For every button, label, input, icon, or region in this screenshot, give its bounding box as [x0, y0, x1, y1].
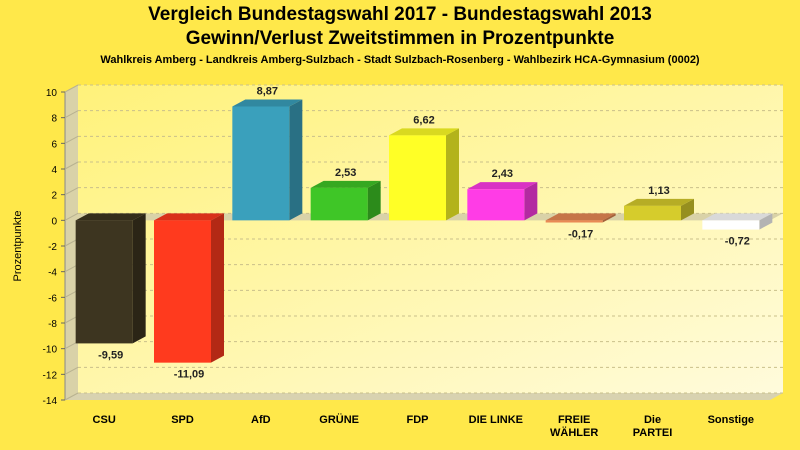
bar-top — [75, 213, 146, 221]
grid-diagonal — [64, 212, 79, 221]
data-label: 2,53 — [335, 167, 356, 179]
y-tick-label: -12 — [43, 370, 58, 381]
grid-diagonal — [64, 161, 79, 170]
bar-front — [310, 187, 368, 221]
bar-front — [232, 106, 290, 221]
bar-side — [211, 213, 224, 363]
data-label: 2,43 — [492, 168, 513, 180]
x-tick-label: GRÜNE — [319, 413, 359, 426]
bar-front — [624, 205, 681, 221]
y-tick-label: 2 — [51, 191, 57, 202]
bar-top — [310, 180, 381, 188]
bar-side — [367, 180, 381, 221]
bar-top — [389, 128, 459, 136]
chart-caption: Wahlkreis Amberg - Landkreis Amberg-Sulz… — [100, 54, 700, 66]
bar — [154, 213, 224, 363]
data-label: 1,13 — [648, 185, 669, 197]
y-tick-label: -2 — [48, 242, 57, 253]
x-tick-label: Sonstige — [708, 414, 754, 426]
y-tick-label: -14 — [43, 396, 58, 407]
data-label: 6,62 — [413, 114, 434, 126]
grid-diagonal — [64, 187, 79, 196]
bar-side — [524, 182, 538, 221]
y-tick-label: 0 — [51, 216, 57, 227]
x-tick-label: FREIE WÄHLER — [550, 414, 598, 439]
bar-top — [154, 213, 224, 221]
bar-top — [545, 213, 616, 221]
bar-top — [467, 182, 538, 190]
bar-top — [232, 99, 303, 107]
grid-diagonal — [64, 135, 79, 144]
data-label: -9,59 — [98, 349, 123, 361]
grid-diagonal — [64, 392, 79, 401]
y-tick-label: 8 — [51, 114, 57, 125]
bar-front — [389, 135, 446, 221]
grid-diagonal — [64, 110, 79, 119]
bar-front — [545, 220, 603, 223]
bar — [545, 213, 616, 223]
x-tick-label: DIE LINKE — [469, 414, 523, 426]
y-tick-label: 10 — [46, 88, 58, 99]
bar-front — [75, 220, 133, 344]
bar — [702, 213, 773, 230]
bar-side — [446, 128, 459, 221]
plot-floor — [65, 393, 783, 400]
bar — [75, 213, 146, 344]
grid-diagonal — [64, 84, 79, 93]
y-tick-label: -6 — [48, 293, 57, 304]
bar-side — [289, 99, 303, 221]
y-tick-label: -10 — [43, 345, 58, 356]
x-tick-label: AfD — [251, 414, 271, 426]
chart-title: Vergleich Bundestagswahl 2017 - Bundesta… — [148, 4, 652, 25]
bar-front — [702, 220, 760, 230]
data-label: 8,87 — [257, 86, 278, 98]
y-tick-label: -8 — [48, 319, 57, 330]
bar — [232, 99, 303, 221]
x-tick-label: SPD — [171, 414, 194, 426]
chart-subtitle: Gewinn/Verlust Zweitstimmen in Prozentpu… — [185, 28, 615, 49]
data-label: -0,17 — [568, 229, 593, 241]
x-tick-label: FDP — [407, 414, 429, 426]
bar — [467, 182, 538, 221]
bar — [310, 180, 381, 221]
bar-top — [624, 198, 694, 206]
grid-diagonal — [64, 366, 79, 375]
y-tick-label: 4 — [51, 165, 57, 176]
data-label: -11,09 — [174, 369, 205, 381]
bar-side — [681, 198, 694, 221]
bar-top — [702, 213, 773, 221]
x-tick-label: CSU — [93, 414, 116, 426]
data-label: -0,72 — [725, 236, 750, 248]
bar — [389, 128, 459, 221]
y-axis-label: Prozentpunkte — [12, 211, 24, 282]
y-tick-label: -4 — [48, 268, 57, 279]
y-tick-label: 6 — [51, 139, 57, 150]
bar-side — [759, 213, 773, 230]
bar-side — [602, 213, 616, 223]
bar-front — [154, 220, 211, 363]
bar — [624, 198, 694, 221]
x-tick-label: Die PARTEI — [633, 414, 673, 439]
bar-side — [132, 213, 146, 344]
bar-front — [467, 189, 525, 221]
